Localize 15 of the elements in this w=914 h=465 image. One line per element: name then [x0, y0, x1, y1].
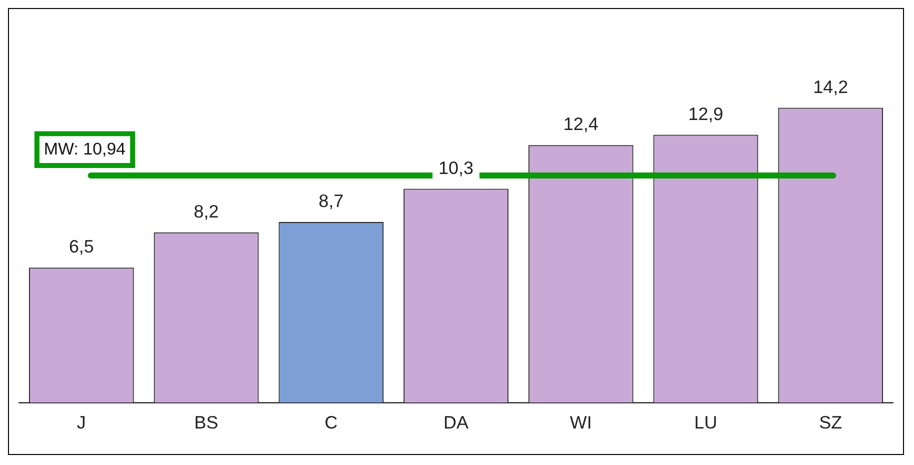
- x-tick-label: SZ: [819, 412, 842, 432]
- ref-line-label: MW: 10,94: [44, 139, 126, 158]
- x-tick-label: DA: [444, 412, 469, 432]
- data-label: 8,2: [194, 201, 219, 222]
- x-tick-label: WI: [570, 412, 592, 432]
- data-label: 14,2: [813, 76, 848, 97]
- x-tick-label: LU: [694, 412, 718, 432]
- x-tick-label: BS: [194, 412, 218, 432]
- x-tick-label: C: [324, 412, 338, 432]
- data-label: 12,9: [688, 104, 724, 124]
- data-label: 10,3: [438, 158, 474, 178]
- data-label: 6,5: [68, 236, 94, 257]
- data-label: 8,7: [318, 191, 344, 212]
- data-label: 12,4: [563, 114, 598, 134]
- x-tick-label: J: [76, 412, 86, 432]
